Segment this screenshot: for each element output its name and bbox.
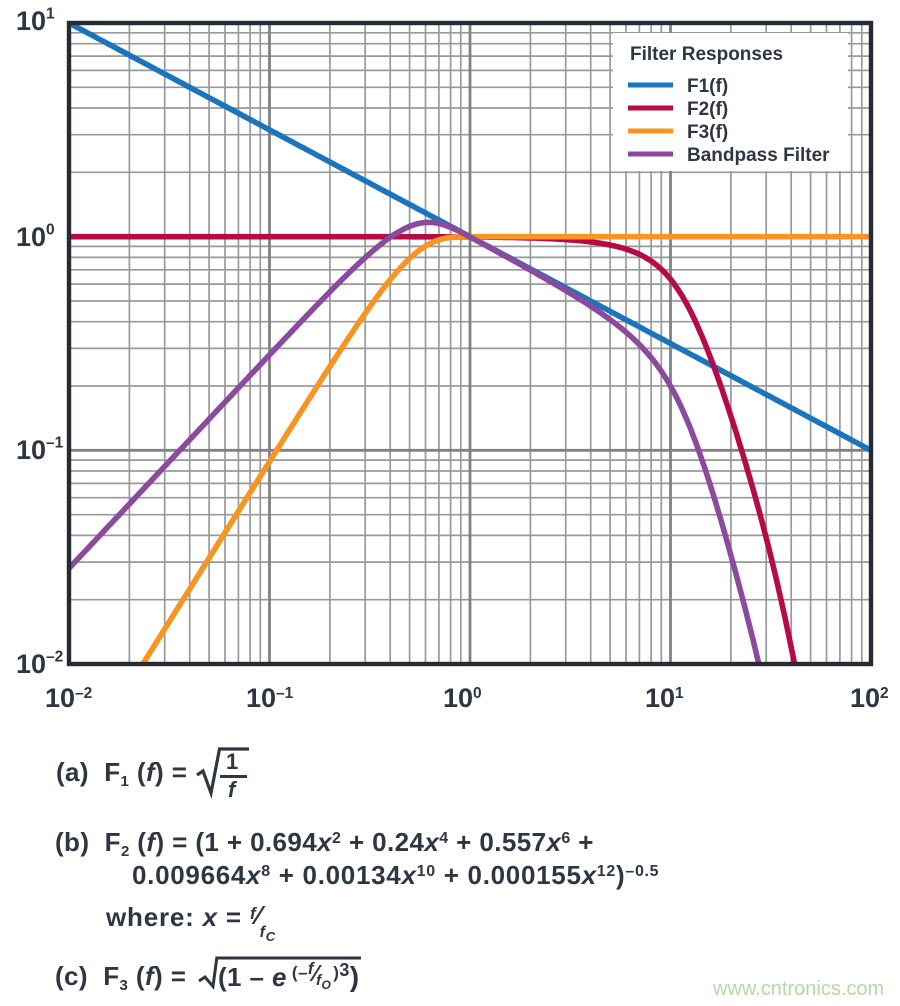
svg-text:1: 1 bbox=[46, 6, 55, 23]
svg-text:F3(f): F3(f) bbox=[687, 122, 728, 143]
svg-text:F2(f): F2(f) bbox=[687, 99, 728, 120]
svg-text:F1(f): F1(f) bbox=[687, 76, 728, 97]
svg-text:10: 10 bbox=[443, 683, 473, 713]
svg-text:0: 0 bbox=[473, 685, 482, 702]
svg-text:2: 2 bbox=[880, 685, 889, 702]
svg-text:10: 10 bbox=[16, 649, 46, 679]
svg-text:–1: –1 bbox=[46, 435, 64, 452]
svg-text:10: 10 bbox=[645, 683, 675, 713]
svg-text:10: 10 bbox=[45, 683, 75, 713]
svg-text:10: 10 bbox=[16, 6, 46, 36]
svg-text:Bandpass Filter: Bandpass Filter bbox=[687, 145, 830, 166]
svg-text:10: 10 bbox=[246, 683, 276, 713]
svg-text:–2: –2 bbox=[46, 649, 63, 666]
svg-text:10: 10 bbox=[850, 683, 880, 713]
svg-text:–2: –2 bbox=[75, 685, 92, 702]
svg-text:–1: –1 bbox=[276, 685, 294, 702]
svg-text:10: 10 bbox=[16, 222, 46, 252]
svg-text:Filter Responses: Filter Responses bbox=[630, 44, 783, 65]
svg-text:10: 10 bbox=[16, 435, 46, 465]
svg-text:1: 1 bbox=[675, 685, 684, 702]
svg-text:0: 0 bbox=[46, 222, 55, 239]
